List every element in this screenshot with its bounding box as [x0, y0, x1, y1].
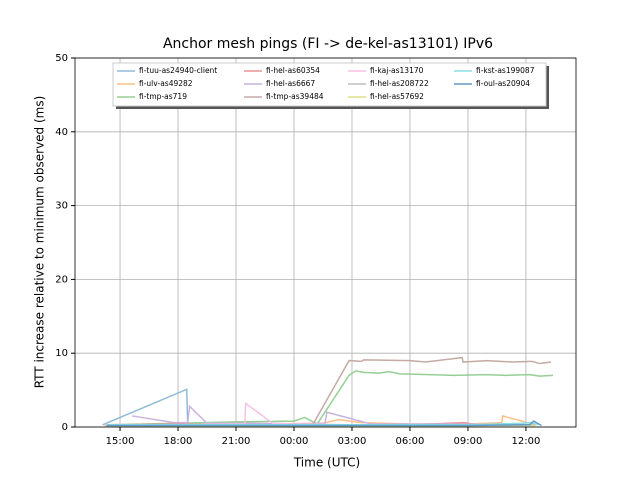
y-axis-label: RTT increase relative to minimum observe…	[33, 96, 47, 389]
y-tick-label: 10	[55, 348, 68, 359]
legend-label: fi-tmp-as719	[139, 92, 187, 101]
legend-frame	[112, 62, 547, 107]
series-line	[106, 370, 554, 426]
legend-label: fi-ulv-as49282	[139, 79, 193, 88]
x-tick-label: 06:00	[396, 436, 425, 447]
series-line	[106, 420, 542, 427]
legend-label: fi-hel-as6667	[266, 79, 315, 88]
y-tick-label: 20	[55, 274, 68, 285]
legend-label: fi-hel-as57692	[370, 92, 424, 101]
legend-label: fi-tmp-as39484	[266, 92, 324, 101]
x-tick-label: 03:00	[338, 436, 367, 447]
x-tick-label: 09:00	[454, 436, 483, 447]
legend-label: fi-tuu-as24940-client	[139, 66, 217, 75]
x-axis-label: Time (UTC)	[293, 456, 360, 470]
grid	[75, 57, 576, 428]
legend-label: fi-kaj-as13170	[370, 66, 424, 75]
legend-label: fi-oul-as20904	[476, 79, 530, 88]
y-tick-label: 40	[55, 127, 68, 138]
y-tick-label: 50	[55, 53, 68, 64]
x-tick-label: 00:00	[280, 436, 309, 447]
legend-label: fi-hel-as208722	[370, 79, 429, 88]
chart-title: Anchor mesh pings (FI -> de-kel-as13101)…	[163, 36, 493, 52]
x-tick-label: 12:00	[512, 436, 541, 447]
axes-frame	[74, 57, 577, 428]
x-tick-label: 15:00	[106, 436, 135, 447]
legend-label: fi-kst-as199087	[476, 66, 535, 75]
y-tick-label: 30	[55, 201, 68, 212]
x-tick-label: 18:00	[164, 436, 193, 447]
y-tick-label: 0	[62, 422, 68, 433]
x-tick-label: 21:00	[222, 436, 251, 447]
legend-label: fi-hel-as60354	[266, 66, 320, 75]
legend: fi-tuu-as24940-client fi-ulv-as49282 fi-tm…	[112, 62, 549, 109]
lines	[102, 356, 554, 428]
